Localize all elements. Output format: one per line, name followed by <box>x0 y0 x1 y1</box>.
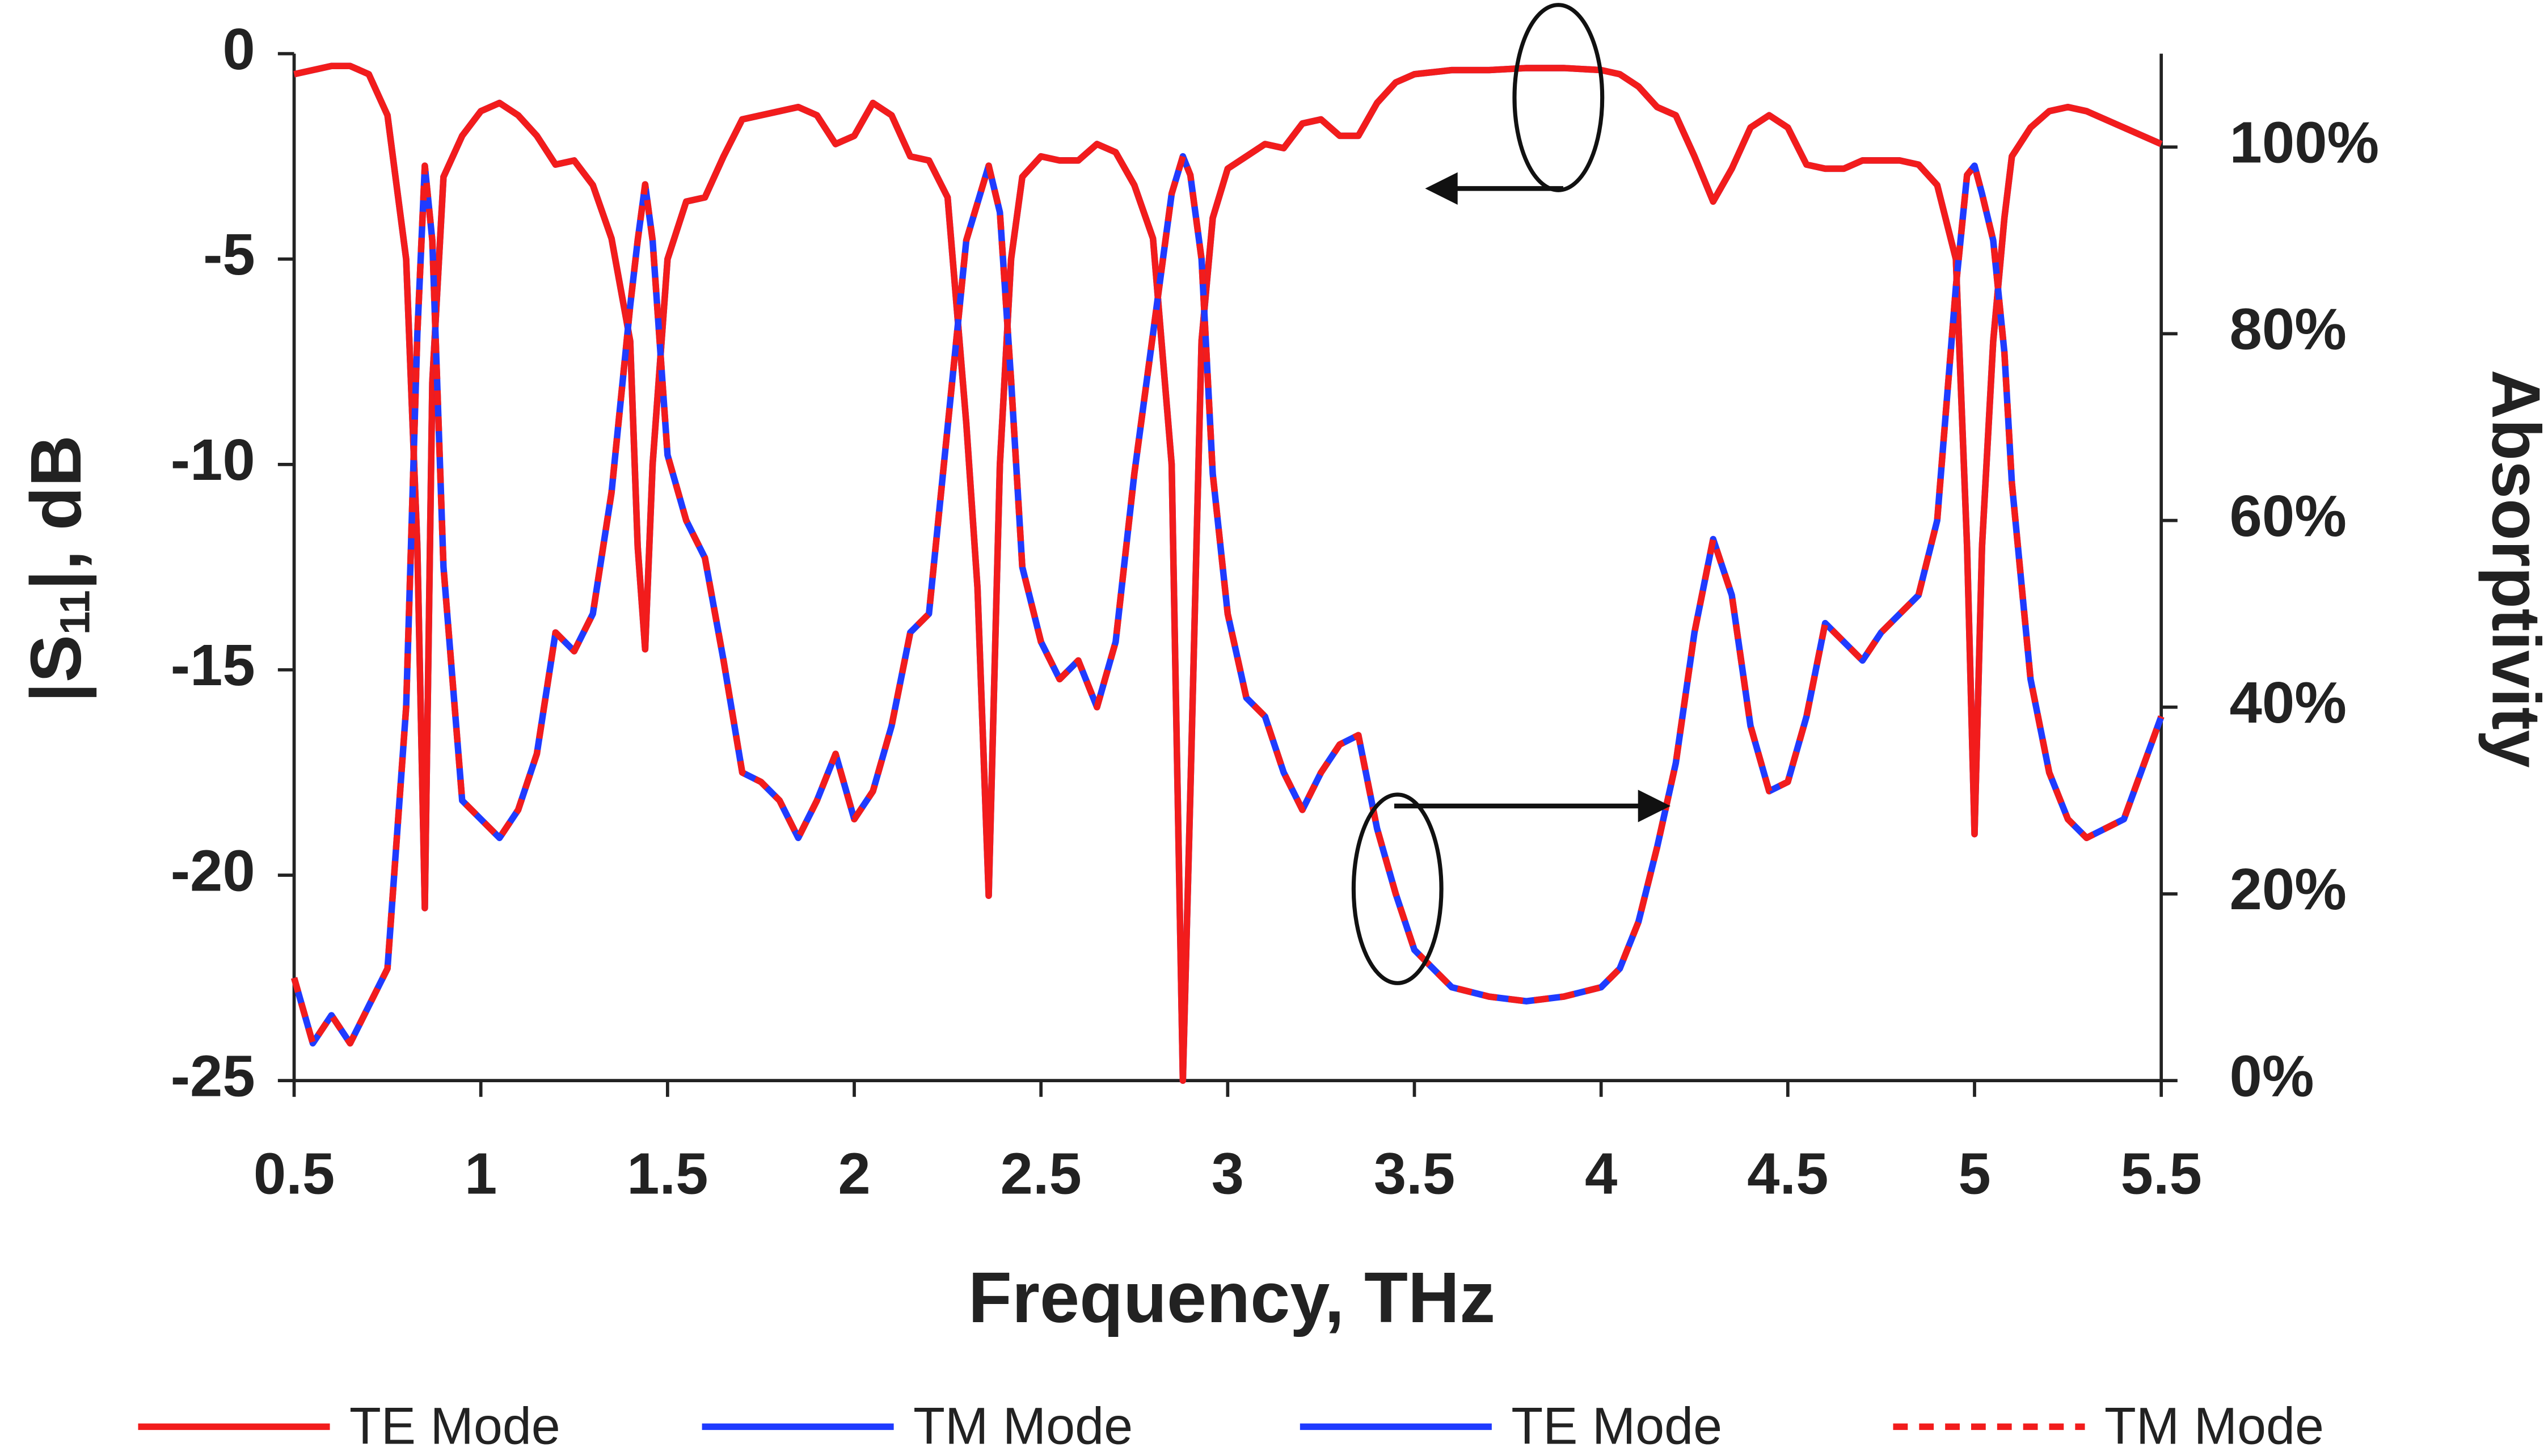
legend-label: TM Mode <box>2104 1397 2324 1455</box>
legend-label: TE Mode <box>349 1397 560 1455</box>
x-tick-label: 1.5 <box>627 1141 708 1206</box>
x-tick-label: 3 <box>1212 1141 1244 1206</box>
annotation-ellipse <box>1512 3 1605 192</box>
y2-tick-label: 60% <box>2230 483 2347 548</box>
x-tick-label: 4 <box>1585 1141 1617 1206</box>
x-tick-label: 4.5 <box>1747 1141 1828 1206</box>
y2-tick-label: 40% <box>2230 670 2347 735</box>
legend: TE Mode TM Mode TE Mode TM Mode <box>138 1397 2324 1455</box>
annotation-ellipse <box>1351 792 1444 985</box>
y-tick-label: -10 <box>171 427 255 492</box>
plot-area: 0.5 1 1.5 2 2.5 3 3.5 4 4.5 5 5.5 0 -5 -10 -15 -20 -25 0%… <box>171 16 2380 1206</box>
legend-label: TM Mode <box>913 1397 1133 1455</box>
y2-tick-label: 100% <box>2230 109 2380 175</box>
y2-tick-label: 0% <box>2230 1043 2314 1108</box>
y-tick-label: -25 <box>171 1043 255 1108</box>
series-line <box>291 153 2165 1047</box>
legend-label: TE Mode <box>1511 1397 1722 1455</box>
series-line <box>291 153 2165 1047</box>
y-axis-label-sub: 11 <box>51 590 98 635</box>
series-line <box>293 62 2163 1084</box>
x-axis-label: Frequency, THz <box>968 1257 1495 1337</box>
x-tick-label: 5 <box>1958 1141 1990 1206</box>
x-tick-label: 5.5 <box>2120 1141 2201 1206</box>
y-tick-label: -15 <box>171 632 255 698</box>
y2-tick-label: 80% <box>2230 297 2347 362</box>
y-tick-label: 0 <box>222 16 255 82</box>
y-tick-label: -20 <box>171 838 255 903</box>
y2-tick-label: 20% <box>2230 856 2347 922</box>
x-tick-label: 2 <box>838 1141 870 1206</box>
x-tick-label: 1 <box>465 1141 497 1206</box>
y2-axis-label: Absorptivity <box>2478 370 2548 768</box>
series-line <box>293 62 2163 1084</box>
y-tick-label: -5 <box>203 222 255 287</box>
x-tick-label: 2.5 <box>1001 1141 1082 1206</box>
annotation-arrowhead <box>1638 790 1671 822</box>
y-axis-label-part: |, dB <box>16 435 96 590</box>
x-tick-label: 3.5 <box>1374 1141 1455 1206</box>
x-tick-label: 0.5 <box>254 1141 335 1206</box>
annotation-arrowhead <box>1425 172 1458 205</box>
y-axis-label: |S11|, dB <box>16 435 98 702</box>
y-axis-label-part: |S <box>16 635 96 702</box>
